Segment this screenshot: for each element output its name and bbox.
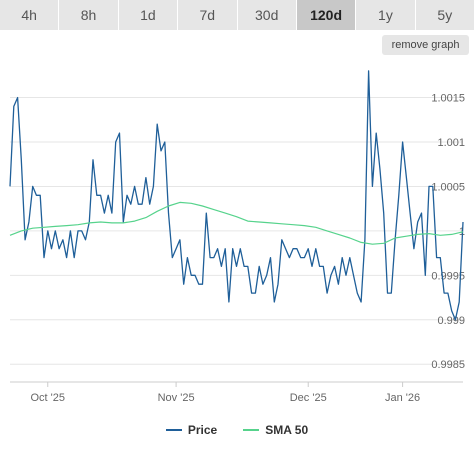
tab-4h[interactable]: 4h bbox=[0, 0, 60, 30]
y-tick-label: 1.0015 bbox=[431, 93, 465, 105]
x-tick-label: Oct '25 bbox=[30, 392, 65, 404]
tab-1d[interactable]: 1d bbox=[118, 0, 179, 30]
remove-graph-button[interactable]: remove graph bbox=[382, 35, 469, 55]
legend-label-sma: SMA 50 bbox=[265, 423, 309, 437]
y-tick-label: 1.001 bbox=[437, 137, 465, 149]
tab-5y[interactable]: 5y bbox=[415, 0, 474, 30]
legend-label-price: Price bbox=[187, 423, 218, 437]
legend-item-sma[interactable]: SMA 50 bbox=[243, 420, 308, 440]
legend-item-price[interactable]: Price bbox=[165, 420, 218, 440]
x-tick-label: Nov '25 bbox=[158, 392, 195, 404]
legend-swatch-price bbox=[165, 429, 182, 431]
time-range-tabs: 4h 8h 1d 7d 30d 120d 1y 5y bbox=[0, 0, 474, 30]
chart-legend: Price SMA 50 bbox=[0, 420, 474, 440]
y-tick-label: 1.0005 bbox=[431, 181, 465, 193]
sma-series-line bbox=[9, 201, 464, 245]
y-tick-label: 0.9985 bbox=[431, 359, 465, 371]
legend-swatch-sma bbox=[243, 429, 260, 431]
tab-120d[interactable]: 120d bbox=[296, 0, 357, 30]
tab-7d[interactable]: 7d bbox=[178, 0, 238, 30]
x-tick-label: Jan '26 bbox=[385, 392, 420, 404]
tab-30d[interactable]: 30d bbox=[237, 0, 297, 30]
x-tick-label: Dec '25 bbox=[290, 392, 327, 404]
price-series-line bbox=[9, 70, 464, 321]
y-tick-label: 0.999 bbox=[437, 315, 465, 327]
tab-8h[interactable]: 8h bbox=[59, 0, 119, 30]
y-tick-label: 0.9995 bbox=[431, 270, 465, 282]
tab-1y[interactable]: 1y bbox=[356, 0, 416, 30]
